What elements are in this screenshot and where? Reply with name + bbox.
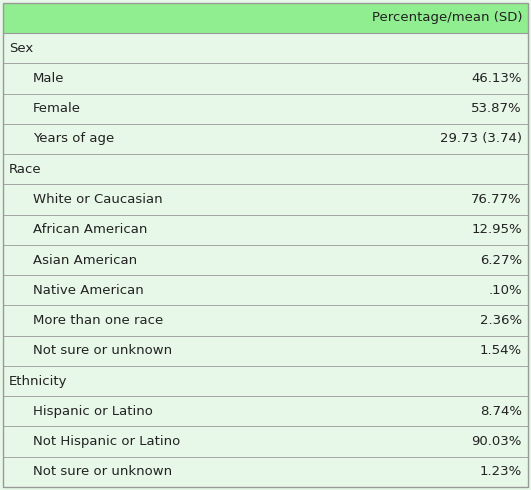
Bar xyxy=(3,154,528,184)
Text: Not Hispanic or Latino: Not Hispanic or Latino xyxy=(33,435,180,448)
Text: More than one race: More than one race xyxy=(33,314,163,327)
Text: 1.54%: 1.54% xyxy=(480,344,522,357)
Text: Not sure or unknown: Not sure or unknown xyxy=(33,466,172,478)
Bar xyxy=(3,305,528,336)
Bar xyxy=(3,336,528,366)
Text: 46.13%: 46.13% xyxy=(472,72,522,85)
Text: 8.74%: 8.74% xyxy=(480,405,522,418)
Text: Ethnicity: Ethnicity xyxy=(9,374,67,388)
Text: White or Caucasian: White or Caucasian xyxy=(33,193,162,206)
Bar xyxy=(3,184,528,215)
Bar xyxy=(3,275,528,305)
Text: 12.95%: 12.95% xyxy=(472,223,522,236)
Text: Not sure or unknown: Not sure or unknown xyxy=(33,344,172,357)
Text: Male: Male xyxy=(33,72,64,85)
Text: 53.87%: 53.87% xyxy=(472,102,522,115)
Text: 29.73 (3.74): 29.73 (3.74) xyxy=(440,132,522,146)
Bar xyxy=(3,94,528,124)
Text: .10%: .10% xyxy=(489,284,522,297)
Text: Years of age: Years of age xyxy=(33,132,114,146)
Bar xyxy=(3,245,528,275)
Text: Sex: Sex xyxy=(9,42,33,54)
Bar xyxy=(3,396,528,426)
Bar xyxy=(3,215,528,245)
Text: Female: Female xyxy=(33,102,81,115)
Text: Native American: Native American xyxy=(33,284,144,297)
Bar xyxy=(3,33,528,63)
Text: Asian American: Asian American xyxy=(33,253,137,267)
Bar xyxy=(3,124,528,154)
Text: 90.03%: 90.03% xyxy=(472,435,522,448)
Text: African American: African American xyxy=(33,223,148,236)
Bar xyxy=(3,3,528,33)
Text: 1.23%: 1.23% xyxy=(479,466,522,478)
Text: Percentage/mean (SD): Percentage/mean (SD) xyxy=(372,11,522,24)
Text: 6.27%: 6.27% xyxy=(480,253,522,267)
Text: Race: Race xyxy=(9,163,41,176)
Bar xyxy=(3,63,528,94)
Bar xyxy=(3,457,528,487)
Bar xyxy=(3,366,528,396)
Bar xyxy=(3,426,528,457)
Text: 76.77%: 76.77% xyxy=(472,193,522,206)
Text: 2.36%: 2.36% xyxy=(480,314,522,327)
Text: Hispanic or Latino: Hispanic or Latino xyxy=(33,405,153,418)
